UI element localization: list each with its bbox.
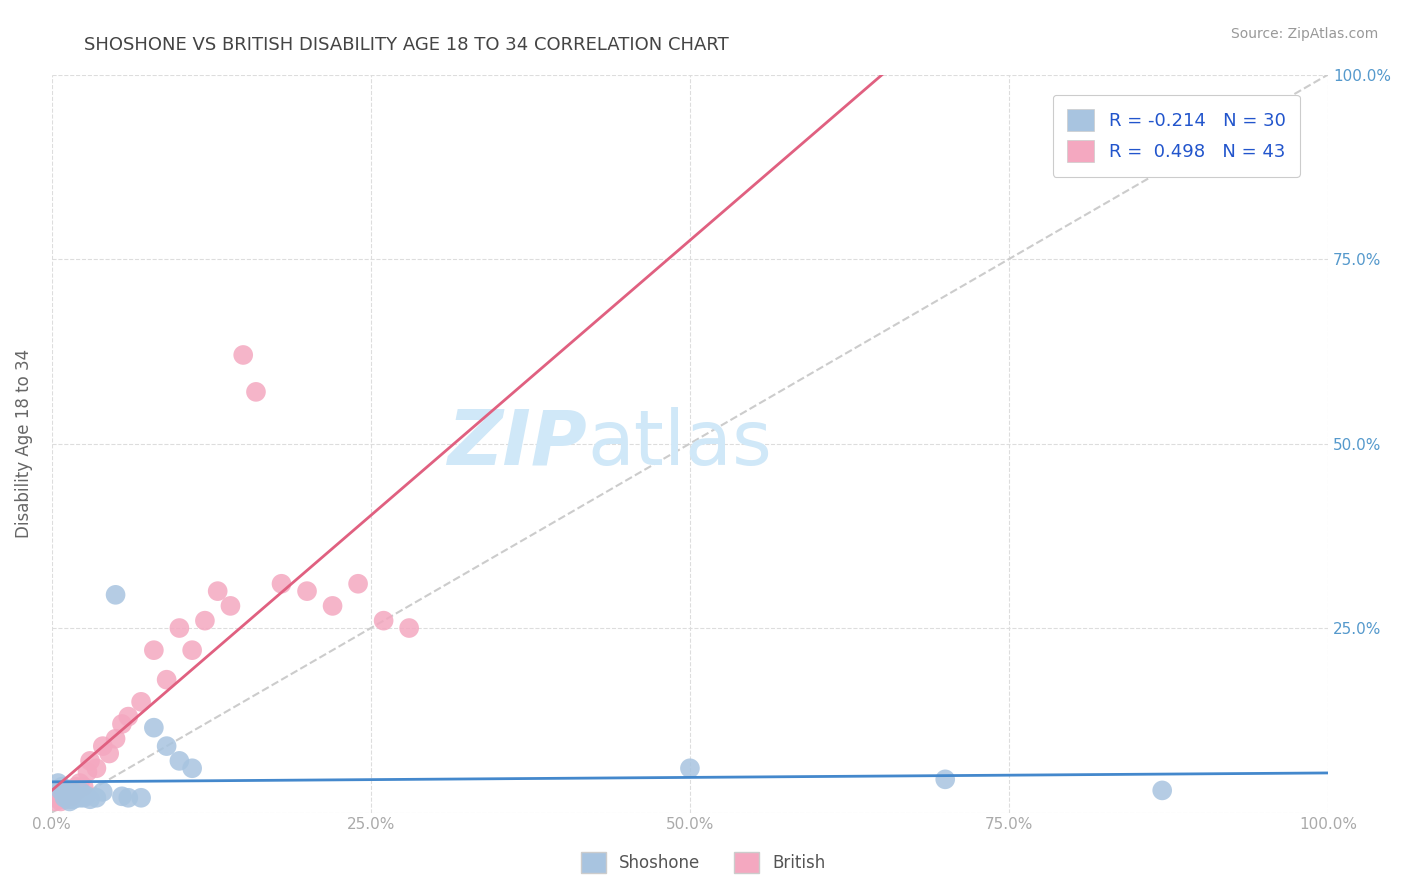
Point xyxy=(207,584,229,599)
Point xyxy=(52,792,75,806)
Point xyxy=(59,787,82,801)
Point xyxy=(59,783,82,797)
Point xyxy=(48,792,70,806)
Point xyxy=(270,576,292,591)
Point xyxy=(104,731,127,746)
Point xyxy=(69,790,91,805)
Point xyxy=(219,599,242,613)
Point xyxy=(156,673,179,687)
Point xyxy=(58,792,80,806)
Point xyxy=(62,792,84,806)
Point xyxy=(194,614,217,628)
Point xyxy=(117,709,139,723)
Point xyxy=(49,783,72,797)
Point xyxy=(79,792,101,806)
Point xyxy=(117,790,139,805)
Point xyxy=(59,785,82,799)
Point xyxy=(934,772,956,787)
Point xyxy=(62,783,84,797)
Point xyxy=(86,761,108,775)
Point xyxy=(45,795,67,809)
Point xyxy=(65,780,87,794)
Point xyxy=(69,776,91,790)
Point xyxy=(76,764,98,779)
Point xyxy=(169,754,191,768)
Point xyxy=(91,739,114,753)
Point xyxy=(91,785,114,799)
Point xyxy=(169,621,191,635)
Point xyxy=(70,785,93,799)
Point xyxy=(129,695,152,709)
Point xyxy=(373,614,395,628)
Point xyxy=(75,789,97,803)
Point xyxy=(56,787,79,801)
Point xyxy=(46,790,69,805)
Point xyxy=(98,747,121,761)
Point xyxy=(60,789,83,804)
Point xyxy=(111,717,134,731)
Point xyxy=(51,780,73,794)
Point xyxy=(49,795,72,809)
Legend: Shoshone, British: Shoshone, British xyxy=(574,846,832,880)
Point xyxy=(398,621,420,635)
Y-axis label: Disability Age 18 to 34: Disability Age 18 to 34 xyxy=(15,349,32,538)
Point xyxy=(51,789,73,804)
Point xyxy=(73,790,96,805)
Point xyxy=(104,588,127,602)
Legend: R = -0.214   N = 30, R =  0.498   N = 43: R = -0.214 N = 30, R = 0.498 N = 43 xyxy=(1053,95,1301,177)
Point xyxy=(53,790,76,805)
Point xyxy=(63,785,86,799)
Point xyxy=(66,783,89,797)
Text: SHOSHONE VS BRITISH DISABILITY AGE 18 TO 34 CORRELATION CHART: SHOSHONE VS BRITISH DISABILITY AGE 18 TO… xyxy=(84,36,730,54)
Point xyxy=(63,787,86,801)
Point xyxy=(181,643,204,657)
Point xyxy=(347,576,370,591)
Point xyxy=(142,721,165,735)
Point xyxy=(58,783,80,797)
Point xyxy=(55,790,77,805)
Point xyxy=(56,789,79,804)
Text: Source: ZipAtlas.com: Source: ZipAtlas.com xyxy=(1230,27,1378,41)
Point xyxy=(46,776,69,790)
Point xyxy=(295,584,318,599)
Point xyxy=(156,739,179,753)
Point xyxy=(86,790,108,805)
Point xyxy=(60,789,83,804)
Point xyxy=(679,761,702,775)
Point xyxy=(1152,783,1174,797)
Point xyxy=(245,384,267,399)
Point xyxy=(142,643,165,657)
Point xyxy=(59,795,82,809)
Point xyxy=(322,599,344,613)
Point xyxy=(111,789,134,804)
Point xyxy=(66,789,89,804)
Point xyxy=(181,761,204,775)
Point xyxy=(73,780,96,794)
Point xyxy=(232,348,254,362)
Text: atlas: atlas xyxy=(588,407,773,481)
Point xyxy=(129,790,152,805)
Point xyxy=(79,754,101,768)
Point xyxy=(53,787,76,801)
Text: ZIP: ZIP xyxy=(449,407,588,481)
